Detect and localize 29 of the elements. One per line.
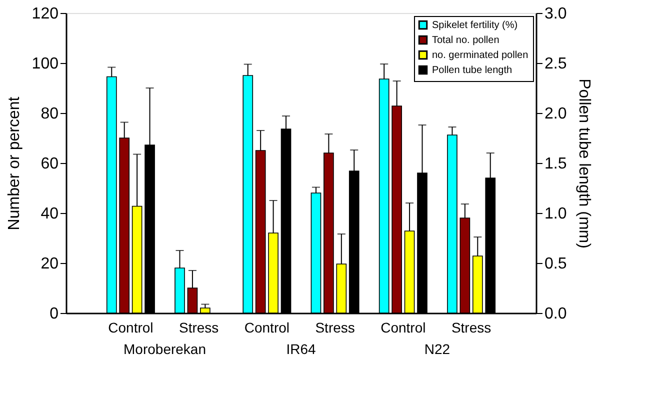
y2-axis-title: Pollen tube length (mm) (576, 78, 593, 248)
y-tick-label: 120 (32, 6, 59, 22)
y2-tick-label: 3.0 (544, 6, 567, 22)
x-tick-label: Stress (451, 320, 492, 336)
y-tick-label: 60 (40, 156, 59, 172)
x-tick-label: Stress (315, 320, 355, 336)
legend-label: no. germinated pollen (432, 50, 528, 61)
legend-label: Total no. pollen (432, 35, 500, 46)
y2-tick-label: 0.0 (544, 306, 567, 322)
text: N22 (424, 341, 450, 357)
x-tick-label: Control (244, 320, 290, 336)
y2-tick-label: 2.0 (544, 106, 567, 122)
y2-tick-label: 1.0 (544, 206, 567, 222)
y-tick-label: 0 (50, 306, 59, 322)
x-tick-label: Control (108, 320, 154, 336)
x-tick-label: Stress (178, 320, 219, 336)
y2-tick-label: 0.5 (544, 256, 567, 272)
y-tick-label: 40 (40, 206, 59, 222)
text: Moroberekan (124, 341, 206, 357)
y2-tick-label: 2.5 (544, 56, 567, 72)
legend-label: Pollen tube length (432, 65, 512, 76)
x-tick-label: Control (380, 320, 426, 336)
y-tick-label: 100 (32, 56, 59, 72)
text: IR64 (286, 341, 316, 357)
y-axis-title: Number or percent (6, 96, 23, 230)
y2-tick-label: 1.5 (544, 156, 567, 172)
legend-label: Spikelet fertility (%) (432, 20, 518, 31)
y-tick-label: 20 (40, 256, 59, 272)
y-tick-label: 80 (40, 106, 59, 122)
